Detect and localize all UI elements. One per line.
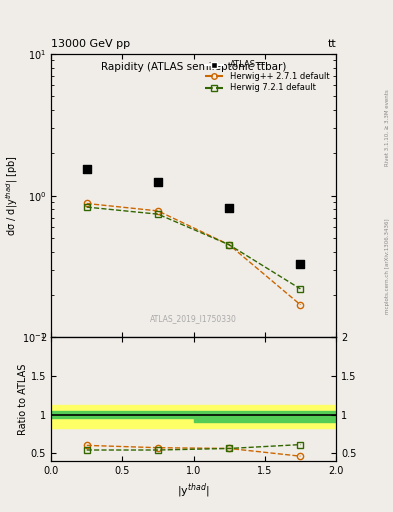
- Text: tt: tt: [327, 38, 336, 49]
- Herwig 7.2.1 default: [156, 211, 160, 217]
- Herwig 7.2.1 default: [84, 204, 89, 210]
- Herwig++ 2.7.1 default: [156, 208, 160, 214]
- X-axis label: |y$^{thad}$|: |y$^{thad}$|: [177, 481, 210, 500]
- Legend: ATLAS, Herwig++ 2.7.1 default, Herwig 7.2.1 default: ATLAS, Herwig++ 2.7.1 default, Herwig 7.…: [202, 58, 332, 95]
- Text: 13000 GeV pp: 13000 GeV pp: [51, 38, 130, 49]
- Herwig++ 2.7.1 default: [227, 242, 231, 248]
- Herwig++ 2.7.1 default: [298, 302, 303, 308]
- Herwig 7.2.1 default: [227, 242, 231, 248]
- Text: Rapidity (ATLAS semileptonic t̅t̅bar): Rapidity (ATLAS semileptonic t̅t̅bar): [101, 62, 286, 72]
- Herwig 7.2.1 default: [298, 286, 303, 292]
- ATLAS: [297, 260, 303, 268]
- ATLAS: [155, 178, 161, 186]
- Y-axis label: Ratio to ATLAS: Ratio to ATLAS: [18, 364, 28, 435]
- Text: Rivet 3.1.10, ≥ 3.3M events: Rivet 3.1.10, ≥ 3.3M events: [385, 90, 389, 166]
- Text: mcplots.cern.ch [arXiv:1306.3436]: mcplots.cern.ch [arXiv:1306.3436]: [385, 219, 389, 314]
- Y-axis label: dσ / d|y$^{thad}$| [pb]: dσ / d|y$^{thad}$| [pb]: [4, 155, 20, 236]
- Herwig++ 2.7.1 default: [84, 200, 89, 206]
- Text: ATLAS_2019_I1750330: ATLAS_2019_I1750330: [150, 314, 237, 323]
- ATLAS: [84, 164, 90, 173]
- Line: Herwig 7.2.1 default: Herwig 7.2.1 default: [84, 204, 303, 292]
- Line: Herwig++ 2.7.1 default: Herwig++ 2.7.1 default: [84, 200, 303, 308]
- ATLAS: [226, 204, 232, 212]
